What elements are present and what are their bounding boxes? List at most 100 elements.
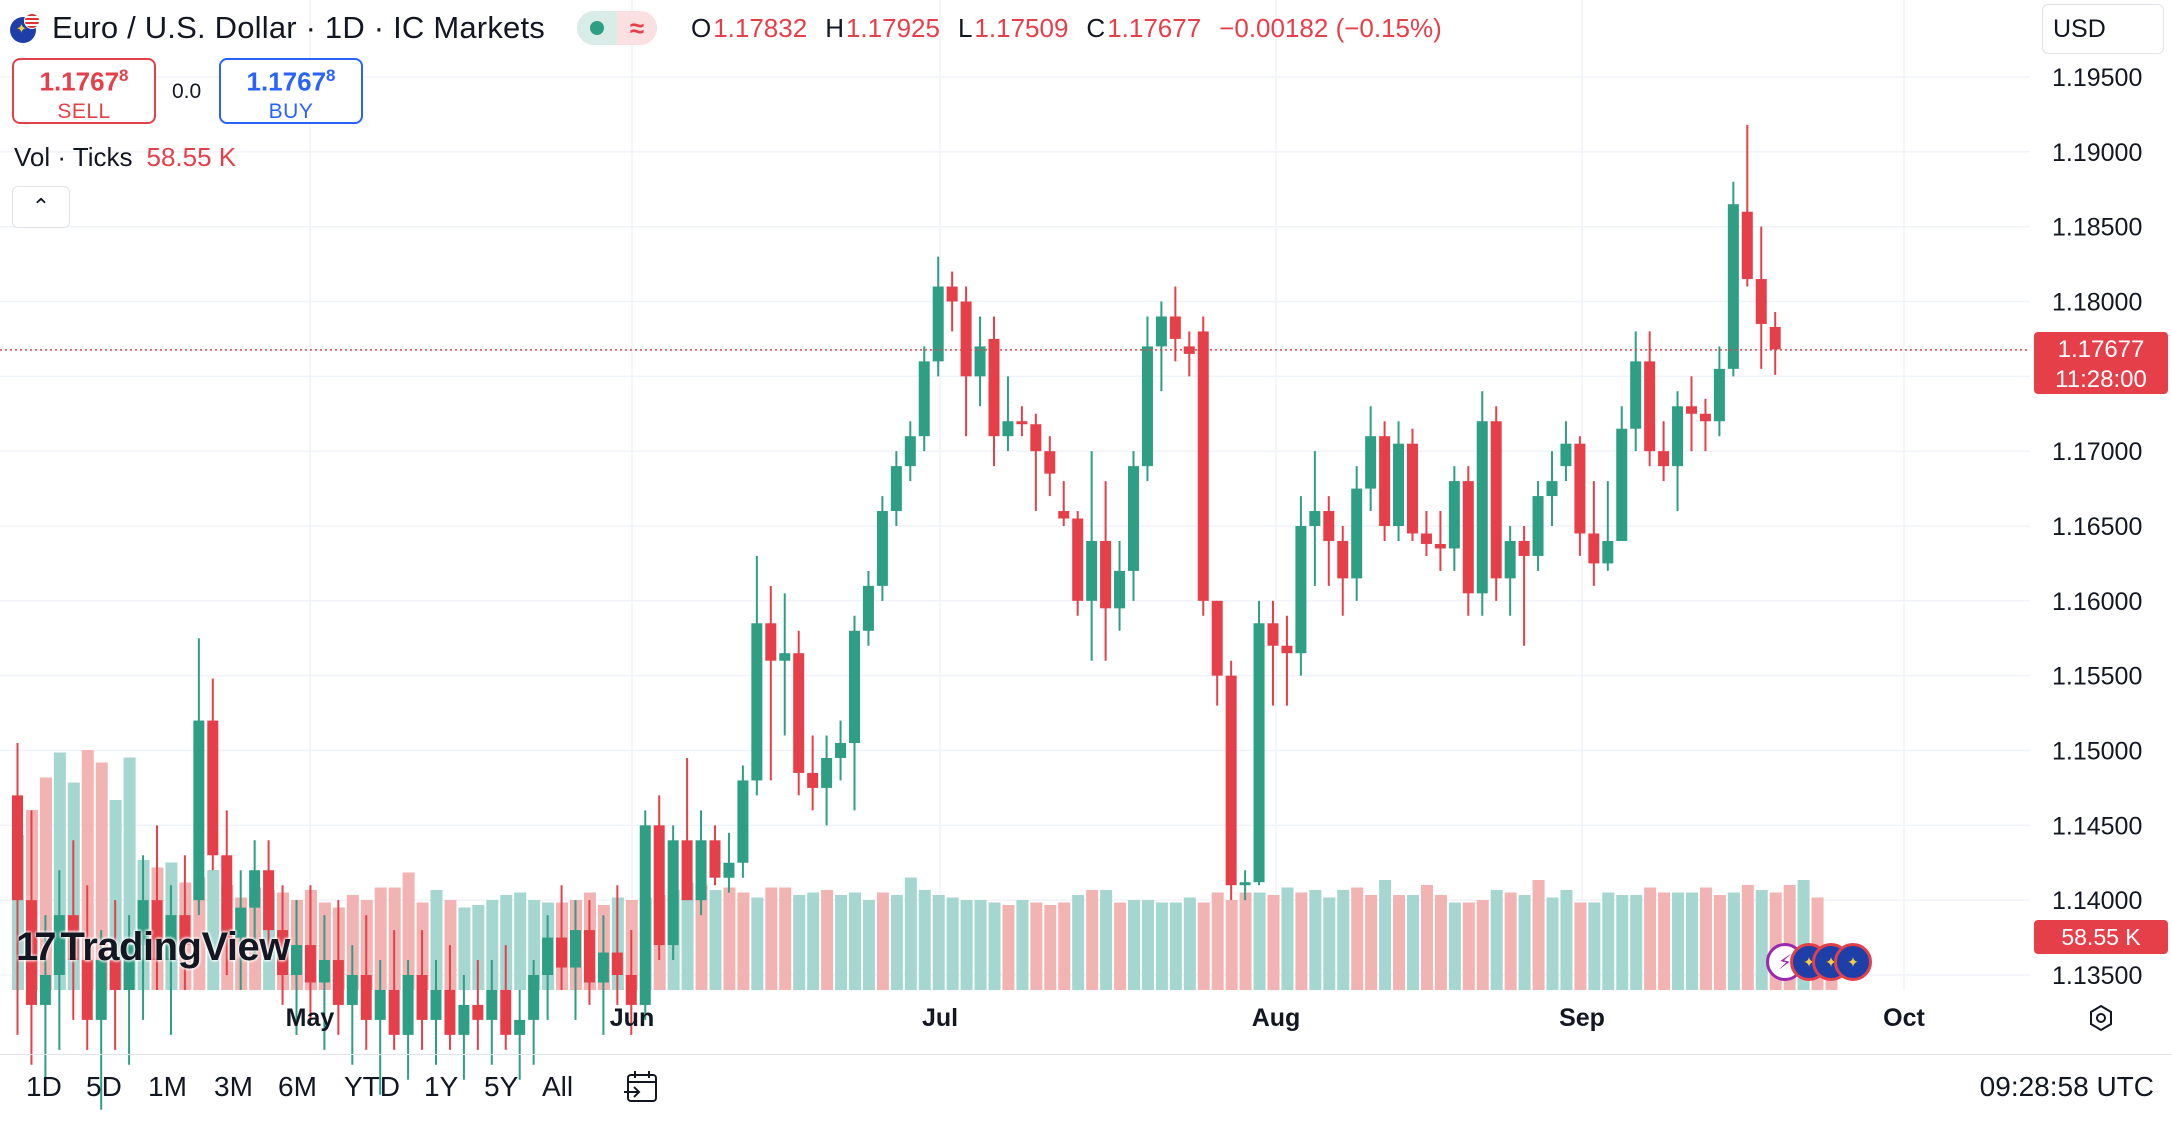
volume-bar [1141, 900, 1154, 990]
volume-bar [1448, 902, 1461, 990]
candle [1239, 870, 1251, 901]
bar-countdown: 11:28:00 [2055, 366, 2147, 393]
range-button-5d[interactable]: 5D [86, 1071, 122, 1102]
range-button-1y[interactable]: 1Y [424, 1071, 459, 1102]
candle-body [946, 286, 958, 302]
candle [556, 885, 568, 990]
flash-event-icon[interactable]: ⚡ [1766, 943, 1804, 981]
candle [1574, 436, 1586, 556]
candle [751, 555, 763, 796]
volume-bar [1741, 885, 1754, 990]
candle-body [625, 975, 637, 1005]
candle [737, 765, 749, 878]
chart-settings-button[interactable] [2086, 1003, 2116, 1040]
volume-bar [1672, 892, 1685, 990]
candle-body [304, 945, 316, 983]
time-axis-label-jul: Jul [921, 1004, 959, 1032]
volume-bar [1169, 902, 1182, 990]
volume-bar [1155, 902, 1168, 990]
volume-bar [737, 892, 750, 990]
candle [458, 975, 470, 1080]
buy-price: 1.17678 [221, 66, 361, 98]
candle [360, 915, 372, 1050]
market-status-pill[interactable]: ≈ [576, 11, 657, 45]
volume-bar [430, 890, 443, 990]
candle-body [737, 780, 749, 863]
volume-bar [528, 900, 541, 990]
candle-body [1644, 361, 1656, 452]
candle [1114, 540, 1126, 631]
candle [765, 585, 777, 781]
volume-legend[interactable]: Vol · Ticks 58.55 K [14, 142, 236, 173]
candle [918, 346, 930, 452]
candle-body [318, 960, 330, 983]
buy-button[interactable]: 1.17678 BUY [219, 58, 363, 124]
price-axis[interactable]: 1.195001.190001.185001.180001.175001.170… [2052, 64, 2142, 990]
candle [444, 945, 456, 1050]
economic-events[interactable]: ⚡ ✦ ✦ ✦ [1766, 943, 1876, 983]
candle [304, 885, 316, 1020]
volume-bar [1476, 900, 1489, 990]
go-to-date-button[interactable] [622, 1067, 662, 1107]
candle [81, 885, 93, 1050]
sell-price-pip: 8 [119, 66, 129, 85]
candle-body [1588, 533, 1600, 564]
range-button-3m[interactable]: 3M [214, 1071, 253, 1102]
volume-legend-label: Vol · Ticks [14, 142, 133, 172]
candle [165, 885, 177, 1035]
candle-body [1393, 443, 1405, 526]
candle-body [1769, 326, 1781, 350]
collapse-legend-button[interactable]: ⌃ [12, 186, 70, 228]
candle-body [1672, 406, 1684, 467]
currency-selector[interactable]: USD [2042, 4, 2164, 54]
candle [1560, 421, 1572, 482]
range-button-1d[interactable]: 1D [26, 1071, 62, 1102]
range-button-ytd[interactable]: YTD [344, 1071, 400, 1102]
candle [332, 900, 344, 1035]
candle [821, 735, 833, 826]
candle-body [486, 989, 498, 1020]
volume-bar [1281, 887, 1294, 990]
candle-body [249, 870, 261, 908]
candle [862, 570, 874, 646]
candle [1727, 181, 1739, 377]
settings-hexagon-icon [2090, 1004, 2112, 1032]
utc-clock[interactable]: 09:28:58 UTC [1979, 1071, 2154, 1102]
candle-body [723, 862, 735, 878]
tradingview-logo[interactable]: 17 TradingView [16, 925, 290, 970]
volume-bar [1253, 892, 1266, 990]
eu-event-icon[interactable]: ✦ [1834, 943, 1872, 981]
price-axis-label: 1.16500 [2052, 513, 2142, 541]
volume-bar [1100, 890, 1113, 990]
candle-body [263, 870, 275, 931]
candle [1253, 600, 1265, 886]
time-axis-label-aug: Aug [1251, 1004, 1301, 1032]
symbol-title[interactable]: Euro / U.S. Dollar · 1D · IC Markets [52, 10, 545, 45]
candle [207, 678, 219, 871]
range-button-all[interactable]: All [542, 1071, 574, 1102]
candle [67, 840, 79, 1020]
candle [1462, 466, 1474, 616]
volume-bar [39, 777, 52, 990]
volume-bar [1434, 895, 1447, 990]
candle-body [123, 945, 135, 990]
sell-button[interactable]: 1.17678 SELL [12, 58, 156, 124]
candle-body [1518, 540, 1530, 556]
candle-body [67, 915, 79, 961]
candle [1546, 451, 1558, 526]
candle [472, 960, 484, 1050]
range-button-1m[interactable]: 1M [148, 1071, 187, 1102]
candle-body [179, 915, 191, 946]
volume-bar [1351, 887, 1364, 990]
candle-body [1128, 466, 1139, 571]
range-button-5y[interactable]: 5Y [484, 1071, 519, 1102]
volume-bar [458, 907, 471, 990]
candle-body [1686, 406, 1697, 414]
volume-bar [946, 897, 959, 990]
ohlc-legend: O1.17832 H1.17925 L1.17509 C1.17677 −0.0… [691, 13, 1442, 44]
volume-bar [444, 900, 457, 990]
volume-bar [1323, 897, 1336, 990]
range-button-6m[interactable]: 6M [278, 1071, 317, 1102]
candle [346, 945, 358, 1065]
